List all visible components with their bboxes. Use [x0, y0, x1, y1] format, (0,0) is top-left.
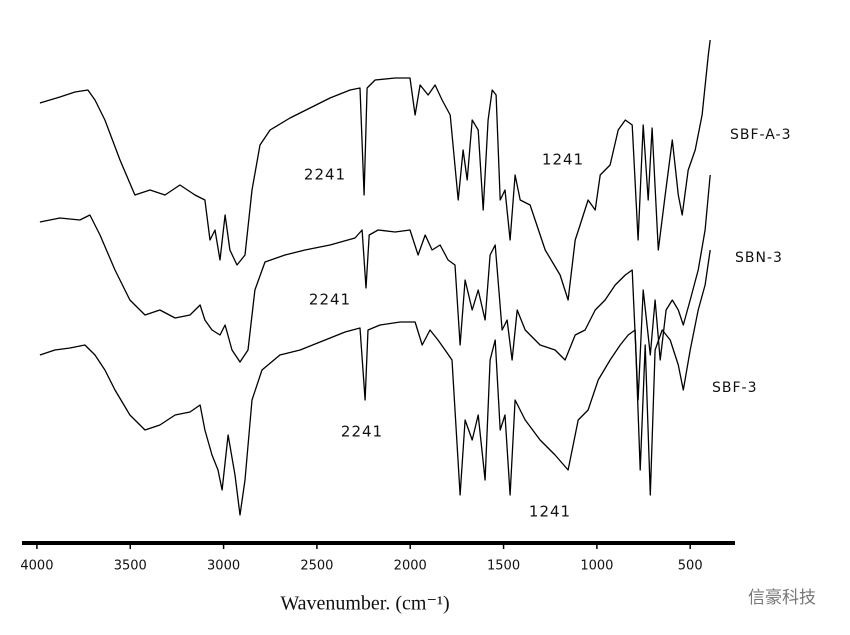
series-label: SBN-3: [735, 250, 783, 266]
spectrum-line: [39, 174, 711, 401]
x-tick-label: 500: [678, 559, 703, 574]
peak-annotation: 1241: [542, 151, 584, 169]
series-label: SBF-A-3: [730, 127, 792, 143]
spectrum-line: [39, 249, 711, 516]
x-tick-label: 3500: [114, 559, 147, 574]
x-tick-label: 4000: [20, 559, 53, 574]
x-tick-label: 2500: [300, 559, 333, 574]
peak-annotation: 2241: [304, 166, 346, 184]
x-axis-label: Wavenumber. (cm⁻¹): [280, 593, 449, 615]
peak-annotation: 2241: [309, 291, 351, 309]
spectrum-line: [39, 39, 711, 301]
peak-annotation: 1241: [529, 503, 571, 521]
series-label: SBF-3: [712, 380, 758, 396]
x-tick-label: 1500: [487, 559, 520, 574]
x-tick-label: 1000: [580, 559, 613, 574]
x-tick-label: 2000: [394, 559, 427, 574]
x-tick-label: 3000: [207, 559, 240, 574]
watermark: 信豪科技: [748, 587, 816, 608]
peak-annotation: 2241: [341, 423, 383, 441]
